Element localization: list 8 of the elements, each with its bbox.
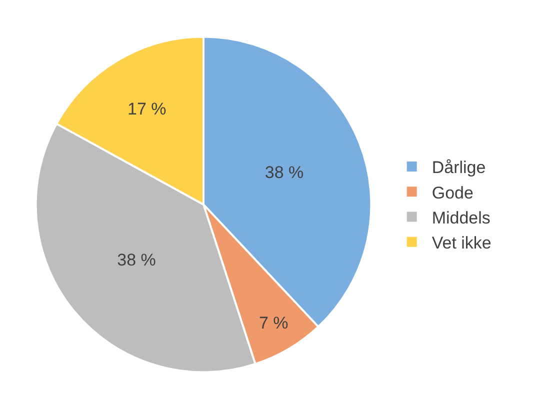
legend-label: Gode bbox=[432, 183, 474, 202]
data-label: 38 % bbox=[264, 163, 304, 182]
legend-label: Dårlige bbox=[432, 158, 486, 178]
data-label: 7 % bbox=[258, 313, 288, 332]
legend-label: Vet ikke bbox=[432, 233, 492, 252]
data-label: 17 % bbox=[128, 99, 166, 118]
legend-label: Middels bbox=[432, 208, 490, 228]
data-label: 38 % bbox=[117, 250, 156, 270]
